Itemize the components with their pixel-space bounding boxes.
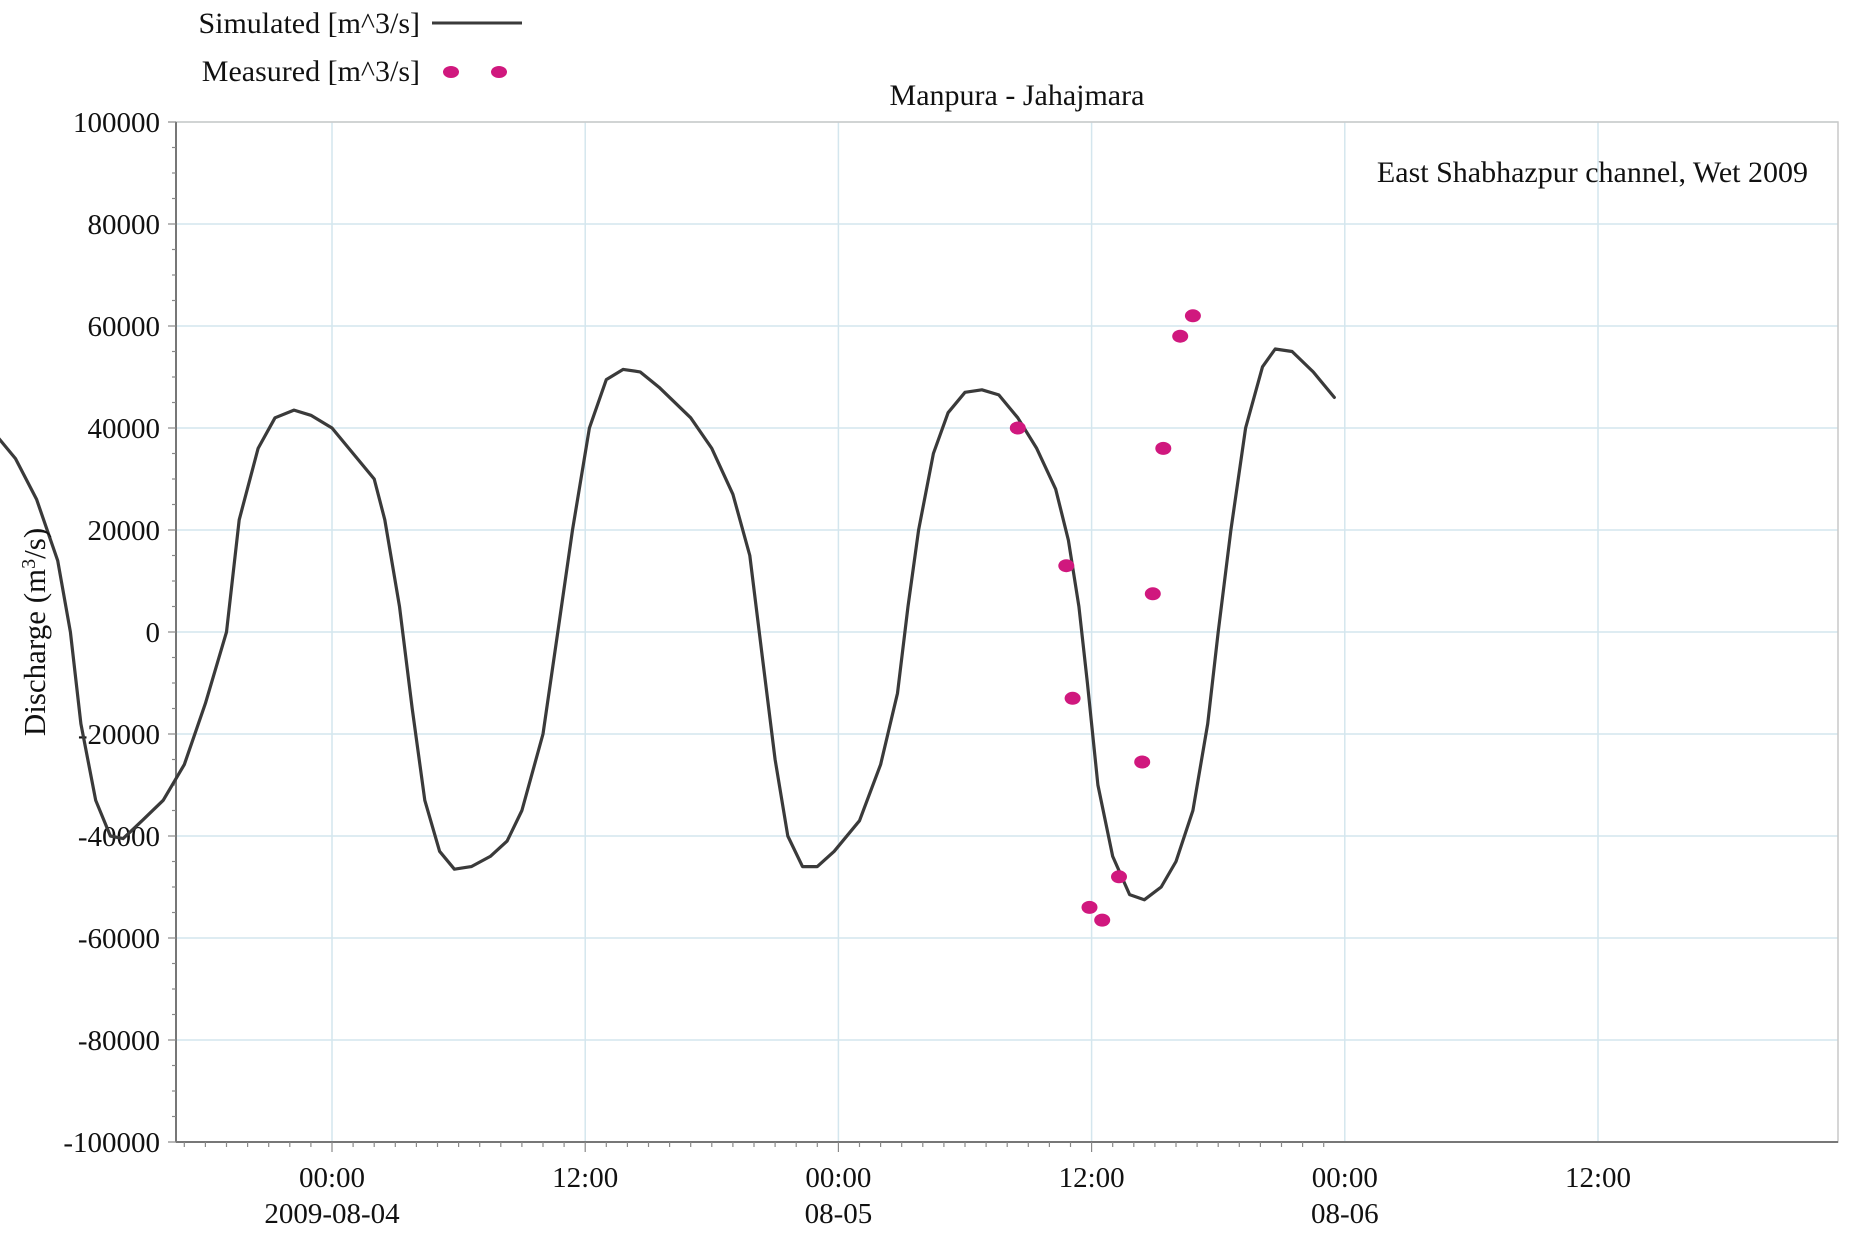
x-tick-sublabel: 08-05 xyxy=(805,1198,873,1230)
x-tick-label: 12:00 xyxy=(1059,1162,1125,1194)
simulated-line xyxy=(0,347,1336,902)
y-tick-label: 40000 xyxy=(88,413,161,445)
x-tick-sublabel: 2009-08-04 xyxy=(264,1198,400,1230)
y-axis-label-superscript: 3 xyxy=(18,559,40,569)
measured-point xyxy=(1144,587,1161,601)
measured-point xyxy=(1009,421,1026,435)
series-measured xyxy=(1009,309,1201,927)
y-tick-label: 100000 xyxy=(73,107,160,139)
measured-point xyxy=(1081,900,1098,914)
measured-point xyxy=(1064,691,1081,705)
y-axis-label: Discharge (m3/s) xyxy=(17,528,52,736)
x-tick-label: 00:00 xyxy=(299,1162,365,1194)
y-tick-label: 20000 xyxy=(88,515,161,547)
measured-point xyxy=(1155,441,1172,455)
measured-point xyxy=(1134,755,1151,769)
measured-point xyxy=(1058,559,1075,573)
legend-simulated-label: Simulated [m^3/s] xyxy=(198,7,420,40)
legend: Simulated [m^3/s] Measured [m^3/s] xyxy=(198,7,522,88)
plot-annotation: East Shabhazpur channel, Wet 2009 xyxy=(1377,156,1808,189)
y-axis-label-end: /s) xyxy=(17,528,52,559)
legend-measured-dot-1 xyxy=(443,66,459,78)
x-tick-label: 00:00 xyxy=(805,1162,871,1194)
y-tick-label: -20000 xyxy=(78,719,160,751)
chart-title: Manpura - Jahajmara xyxy=(890,79,1145,112)
y-tick-label: -80000 xyxy=(78,1025,160,1057)
legend-measured-dot-2 xyxy=(491,66,507,78)
x-axis: 00:00 2009-08-04 12:00 00:00 08-05 12:00 00:00… xyxy=(183,1142,1631,1230)
x-tick-label: 12:00 xyxy=(1565,1162,1631,1194)
measured-point xyxy=(1184,309,1201,323)
y-tick-label: 0 xyxy=(146,617,161,649)
legend-measured-label: Measured [m^3/s] xyxy=(202,55,420,88)
y-axis: 100000800006000040000200000-20000-40000-… xyxy=(63,107,176,1159)
y-tick-label: -100000 xyxy=(63,1127,160,1159)
y-tick-label: 60000 xyxy=(88,311,161,343)
x-tick-sublabel: 08-06 xyxy=(1311,1198,1379,1230)
measured-point xyxy=(1111,870,1127,884)
y-tick-label: -60000 xyxy=(78,923,160,955)
measured-point xyxy=(1094,913,1111,927)
y-tick-label: 80000 xyxy=(88,209,161,241)
y-axis-label-main: Discharge (m xyxy=(17,569,52,736)
series-simulated xyxy=(0,347,1336,902)
x-tick-label: 12:00 xyxy=(552,1162,618,1194)
measured-point xyxy=(1172,329,1189,343)
x-tick-label: 00:00 xyxy=(1312,1162,1378,1194)
